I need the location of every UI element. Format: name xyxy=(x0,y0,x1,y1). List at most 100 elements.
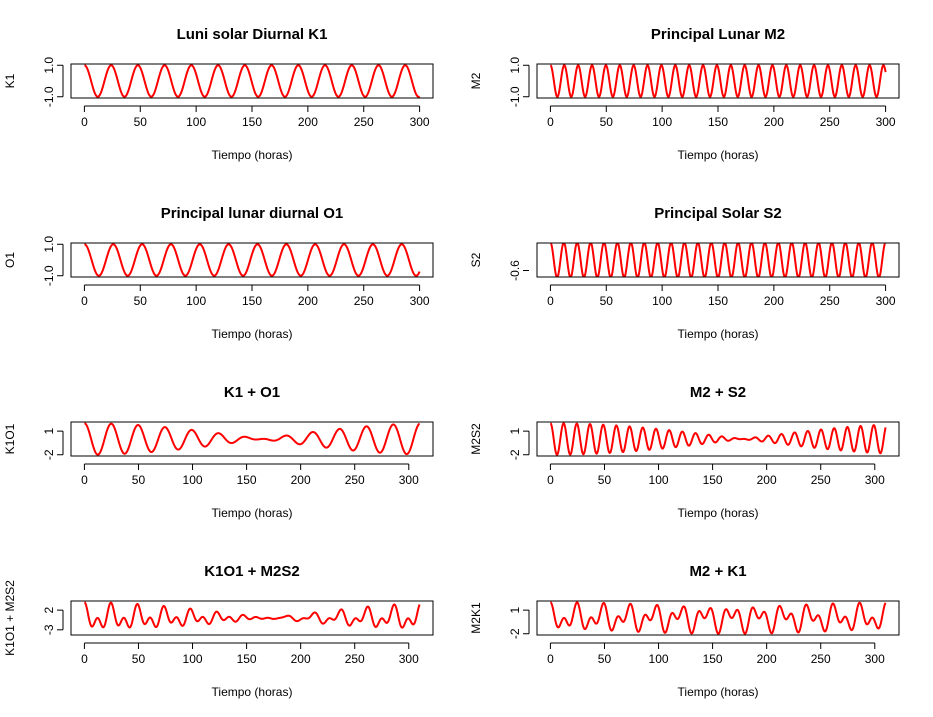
panel-5: K1 + O1 0 50 100 150 200 250 300 Tiempo (horas) -… xyxy=(3,384,434,520)
x-tick-label: 50 xyxy=(134,115,148,129)
x-tick-label: 0 xyxy=(81,115,88,129)
panel-title: Luni solar Diurnal K1 xyxy=(177,26,328,43)
panel-title: Principal Solar S2 xyxy=(654,205,782,222)
plot-frame xyxy=(536,242,900,278)
x-tick-label: 150 xyxy=(703,473,723,487)
y-axis-label: K1O1 + M2S2 xyxy=(3,580,17,656)
x-tick-label: 0 xyxy=(547,473,554,487)
y-tick-label: -1.0 xyxy=(42,86,56,107)
panel-2: Principal Lunar M2 0 50 100 150 200 250 300 Tiem… xyxy=(469,26,900,162)
plot-frame xyxy=(70,421,434,457)
y-tick-label: 1.0 xyxy=(42,57,56,74)
y-axis-label: O1 xyxy=(3,252,17,268)
plot-frame xyxy=(70,242,434,278)
x-tick-label: 300 xyxy=(410,115,430,129)
series-line-1 xyxy=(549,422,887,456)
x-tick-label: 300 xyxy=(410,294,430,308)
x-tick-label: 0 xyxy=(547,115,554,129)
plot-frame xyxy=(536,63,900,99)
x-tick-label: 250 xyxy=(820,294,840,308)
series-line-1 xyxy=(84,601,421,629)
x-axis-label: Tiempo (horas) xyxy=(678,327,759,341)
x-tick-label: 0 xyxy=(547,652,554,666)
panel-title: Principal lunar diurnal O1 xyxy=(161,205,344,222)
x-tick-label: 150 xyxy=(237,473,257,487)
y-tick-label: 1 xyxy=(508,427,522,434)
y-axis-label: S2 xyxy=(469,252,483,267)
x-tick-label: 50 xyxy=(598,652,612,666)
x-tick-label: 200 xyxy=(757,652,777,666)
plot-frame xyxy=(70,63,434,99)
x-tick-label: 250 xyxy=(345,652,365,666)
y-tick-label: -2 xyxy=(42,449,56,460)
x-tick-label: 250 xyxy=(811,652,831,666)
x-tick-label: 200 xyxy=(291,473,311,487)
panel-7: K1O1 + M2S2 0 50 100 150 200 250 300 Tiempo (hor… xyxy=(3,563,434,699)
series-line-1 xyxy=(550,601,887,635)
y-tick-label: -2 xyxy=(508,628,522,639)
x-tick-label: 200 xyxy=(298,294,318,308)
x-tick-label: 100 xyxy=(652,115,672,129)
x-tick-label: 200 xyxy=(298,115,318,129)
series-line-1 xyxy=(549,64,887,98)
x-tick-label: 150 xyxy=(703,652,723,666)
y-tick-label: 1.0 xyxy=(42,236,56,253)
x-axis-label: Tiempo (horas) xyxy=(678,506,759,520)
y-tick-label: -0.6 xyxy=(508,260,522,281)
panel-title: M2 + S2 xyxy=(690,384,746,401)
x-tick-label: 50 xyxy=(132,473,146,487)
x-tick-label: 0 xyxy=(547,294,554,308)
plot-frame xyxy=(536,421,900,457)
x-tick-label: 200 xyxy=(291,652,311,666)
y-axis-label: K1O1 xyxy=(3,423,17,454)
panel-3: Principal lunar diurnal O1 0 50 100 150 200 25… xyxy=(3,205,434,341)
x-tick-label: 250 xyxy=(354,294,374,308)
x-tick-label: 100 xyxy=(652,294,672,308)
x-tick-label: 150 xyxy=(242,115,262,129)
x-tick-label: 0 xyxy=(81,294,88,308)
series-line-1 xyxy=(550,243,886,277)
y-tick-label: 1 xyxy=(508,606,522,613)
x-tick-label: 0 xyxy=(81,652,88,666)
y-axis-label: M2S2 xyxy=(469,423,483,455)
x-tick-label: 200 xyxy=(764,115,784,129)
x-tick-label: 150 xyxy=(708,294,728,308)
y-tick-label: -1.0 xyxy=(508,86,522,107)
y-tick-label: 2 xyxy=(42,606,56,613)
y-axis-label: K1 xyxy=(3,73,17,88)
x-tick-label: 250 xyxy=(345,473,365,487)
x-axis-label: Tiempo (horas) xyxy=(212,327,293,341)
x-tick-label: 150 xyxy=(237,652,257,666)
x-tick-label: 50 xyxy=(134,294,148,308)
x-tick-label: 50 xyxy=(598,473,612,487)
series-line-1 xyxy=(84,243,421,277)
panel-8: M2 + K1 0 50 100 150 200 250 300 Tiempo (horas) -… xyxy=(469,563,900,699)
x-tick-label: 300 xyxy=(865,652,885,666)
x-tick-label: 300 xyxy=(399,652,419,666)
x-axis-label: Tiempo (horas) xyxy=(212,506,293,520)
y-tick-label: -1.0 xyxy=(42,265,56,286)
plot-frame xyxy=(536,600,900,636)
x-tick-label: 300 xyxy=(876,294,896,308)
y-tick-label: -2 xyxy=(508,449,522,460)
x-axis-label: Tiempo (horas) xyxy=(212,685,293,699)
x-tick-label: 150 xyxy=(708,115,728,129)
x-tick-label: 250 xyxy=(354,115,374,129)
plot-frame xyxy=(70,600,434,636)
x-axis-label: Tiempo (horas) xyxy=(678,685,759,699)
x-tick-label: 50 xyxy=(600,115,614,129)
panel-6: M2 + S2 0 50 100 150 200 250 300 Tiempo (horas) -… xyxy=(469,384,900,520)
x-tick-label: 200 xyxy=(757,473,777,487)
y-tick-label: -3 xyxy=(42,624,56,635)
x-tick-label: 150 xyxy=(242,294,262,308)
y-tick-label: 1.0 xyxy=(508,57,522,74)
x-tick-label: 0 xyxy=(81,473,88,487)
x-tick-label: 50 xyxy=(132,652,146,666)
panel-4: Principal Solar S2 0 50 100 150 200 250 300 Tiem… xyxy=(469,205,900,341)
x-tick-label: 100 xyxy=(186,115,206,129)
x-tick-label: 300 xyxy=(399,473,419,487)
panel-title: K1 + O1 xyxy=(224,384,280,401)
x-tick-label: 50 xyxy=(600,294,614,308)
panel-title: Principal Lunar M2 xyxy=(651,26,785,43)
